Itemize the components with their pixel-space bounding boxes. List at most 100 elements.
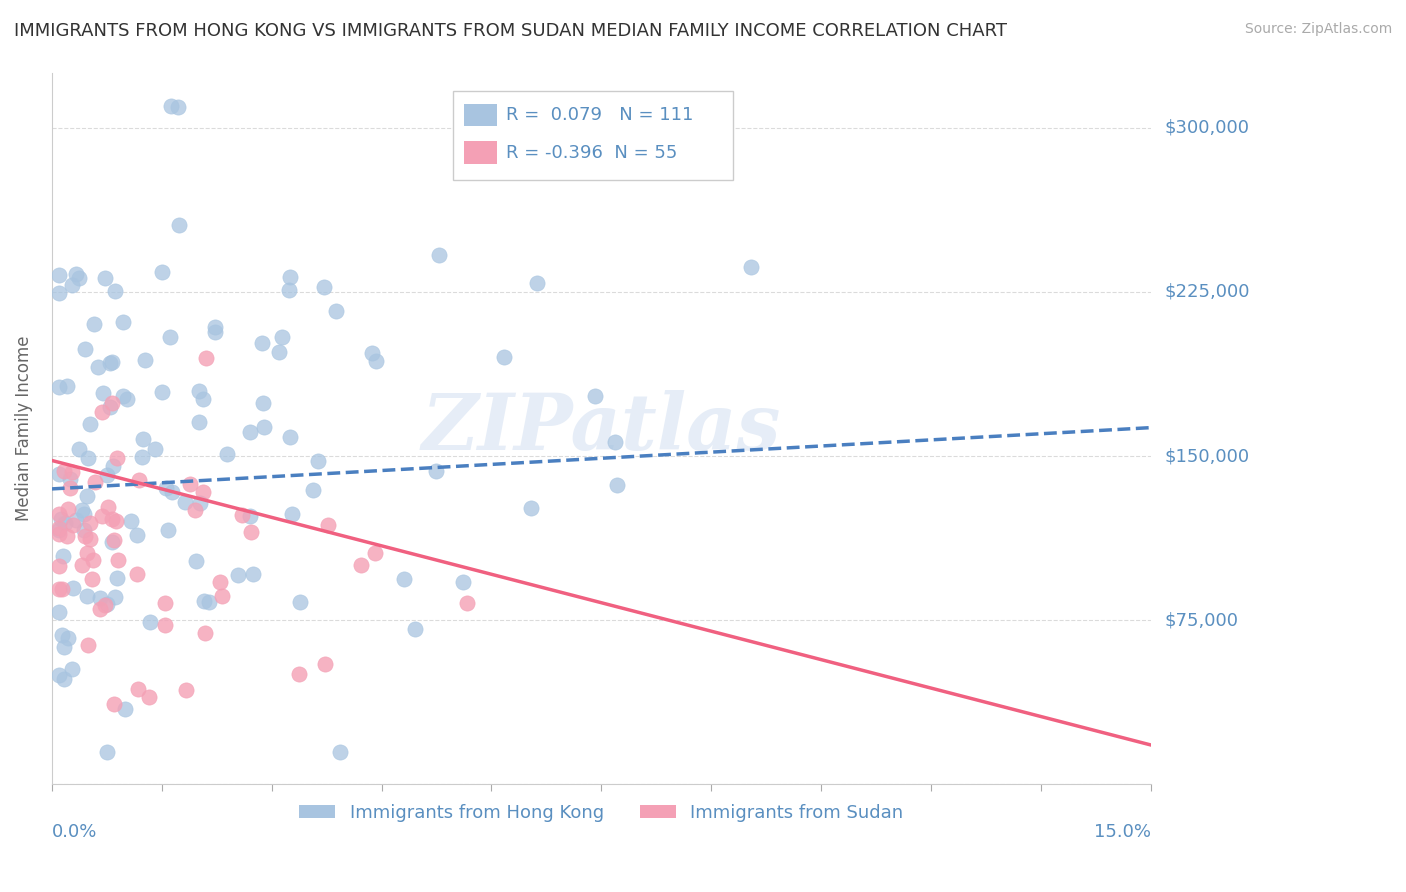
Point bbox=[307, 454, 329, 468]
Point bbox=[53, 516, 76, 530]
Point bbox=[316, 517, 339, 532]
Point bbox=[94, 271, 117, 285]
Point bbox=[56, 529, 79, 543]
Point bbox=[204, 325, 226, 339]
Point bbox=[271, 330, 294, 344]
Point bbox=[53, 640, 76, 655]
Point bbox=[188, 496, 211, 510]
Point bbox=[89, 591, 111, 605]
Point bbox=[48, 558, 70, 573]
Point bbox=[101, 534, 124, 549]
Point bbox=[329, 745, 352, 759]
Text: $75,000: $75,000 bbox=[1166, 611, 1239, 629]
Point bbox=[70, 558, 93, 572]
Point bbox=[70, 503, 93, 517]
Point bbox=[105, 571, 128, 585]
FancyBboxPatch shape bbox=[453, 91, 734, 179]
Point bbox=[105, 451, 128, 466]
Point bbox=[606, 478, 628, 492]
Point bbox=[48, 605, 70, 619]
Point bbox=[278, 269, 301, 284]
Text: R =  0.079   N = 111: R = 0.079 N = 111 bbox=[506, 106, 693, 124]
Point bbox=[278, 430, 301, 444]
Text: R = -0.396  N = 55: R = -0.396 N = 55 bbox=[506, 144, 678, 161]
Point bbox=[187, 415, 209, 429]
Point bbox=[193, 593, 215, 607]
Point bbox=[67, 442, 90, 456]
Point bbox=[184, 503, 207, 517]
Point bbox=[314, 279, 336, 293]
Point bbox=[191, 392, 214, 406]
Point bbox=[281, 507, 304, 521]
Point bbox=[60, 278, 83, 293]
Point bbox=[150, 265, 173, 279]
Legend: Immigrants from Hong Kong, Immigrants from Sudan: Immigrants from Hong Kong, Immigrants fr… bbox=[292, 797, 911, 829]
Point bbox=[52, 549, 75, 564]
Point bbox=[73, 342, 96, 356]
Point bbox=[211, 589, 233, 603]
Point bbox=[239, 509, 262, 524]
Point bbox=[173, 494, 195, 508]
Point bbox=[58, 501, 80, 516]
Point bbox=[187, 384, 209, 398]
Point bbox=[239, 525, 262, 540]
Text: ZIPatlas: ZIPatlas bbox=[422, 391, 782, 467]
Point bbox=[198, 595, 221, 609]
Point bbox=[169, 218, 191, 232]
Point bbox=[239, 425, 262, 439]
Point bbox=[48, 380, 70, 394]
Point bbox=[103, 697, 125, 711]
Point bbox=[361, 345, 384, 359]
Point bbox=[94, 599, 117, 613]
Point bbox=[155, 596, 177, 610]
FancyBboxPatch shape bbox=[464, 103, 496, 127]
Point bbox=[91, 509, 114, 524]
Point bbox=[252, 396, 274, 410]
Point bbox=[60, 662, 83, 676]
Point bbox=[104, 591, 127, 605]
Point bbox=[325, 303, 347, 318]
Point bbox=[114, 702, 136, 716]
Point bbox=[215, 447, 238, 461]
Point bbox=[96, 467, 118, 482]
Point bbox=[157, 523, 180, 537]
Point bbox=[583, 389, 606, 403]
Point bbox=[96, 745, 118, 759]
Point bbox=[48, 268, 70, 282]
Point bbox=[128, 473, 150, 487]
Text: $300,000: $300,000 bbox=[1166, 119, 1250, 136]
Point bbox=[252, 335, 274, 350]
Point bbox=[76, 590, 98, 604]
Point bbox=[104, 284, 127, 298]
Point bbox=[520, 501, 543, 516]
Point bbox=[48, 523, 70, 537]
Point bbox=[62, 581, 84, 595]
Point bbox=[73, 508, 96, 522]
Point bbox=[314, 657, 336, 671]
Point bbox=[174, 683, 197, 698]
Point bbox=[191, 485, 214, 500]
Point bbox=[194, 626, 217, 640]
Point bbox=[48, 286, 70, 301]
Point bbox=[138, 690, 160, 705]
Point bbox=[226, 568, 249, 582]
Point bbox=[82, 572, 104, 586]
Point bbox=[392, 572, 415, 586]
Point bbox=[82, 553, 104, 567]
Point bbox=[120, 514, 142, 528]
Point bbox=[48, 582, 70, 596]
Point bbox=[131, 450, 153, 464]
Point bbox=[73, 523, 96, 537]
Point bbox=[98, 355, 121, 369]
Point bbox=[89, 602, 111, 616]
Text: 15.0%: 15.0% bbox=[1094, 823, 1152, 841]
Point bbox=[288, 666, 311, 681]
Point bbox=[132, 433, 155, 447]
Point bbox=[179, 477, 201, 491]
Point bbox=[139, 615, 162, 629]
Point bbox=[150, 385, 173, 400]
Point bbox=[186, 554, 208, 568]
Point bbox=[349, 558, 371, 573]
Point bbox=[101, 512, 124, 526]
Point bbox=[91, 386, 114, 401]
